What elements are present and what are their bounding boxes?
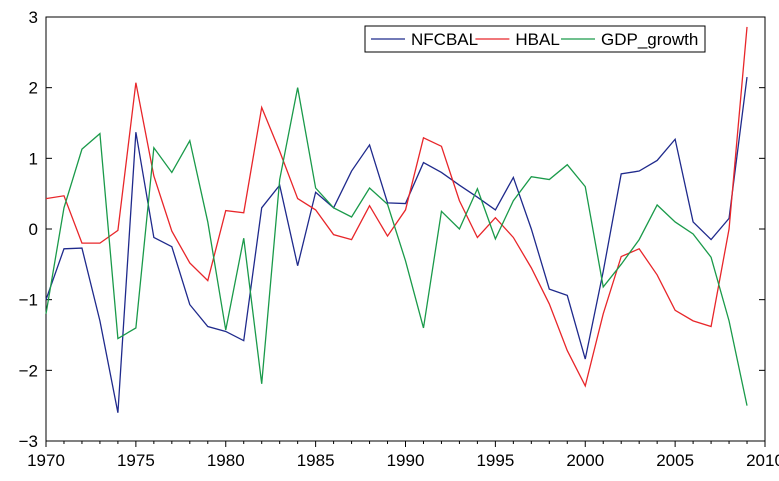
legend-label: GDP_growth [601, 30, 698, 49]
x-tick-label: 1985 [297, 451, 335, 470]
plot-frame [45, 16, 766, 442]
y-tick-label: 2 [29, 79, 38, 98]
y-tick-label: −3 [19, 432, 38, 451]
x-tick-label: 2010 [746, 451, 779, 470]
x-tick-label: 1990 [387, 451, 425, 470]
y-tick-label: −2 [19, 361, 38, 380]
y-tick-label: 0 [29, 220, 38, 239]
x-tick-label: 1975 [117, 451, 155, 470]
legend-label: HBAL [515, 30, 559, 49]
y-tick-label: 3 [29, 8, 38, 27]
legend-label: NFCBAL [411, 30, 478, 49]
x-tick-label: 1980 [207, 451, 245, 470]
y-tick-label: −1 [19, 291, 38, 310]
series-line [45, 76, 748, 413]
x-tick-label: 1995 [476, 451, 514, 470]
legend-box [364, 25, 706, 53]
series-line [45, 26, 748, 388]
series-line [45, 87, 748, 406]
y-tick-label: 1 [29, 149, 38, 168]
x-tick-label: 2000 [566, 451, 604, 470]
x-tick-label: 1970 [27, 451, 65, 470]
x-tick-label: 2005 [656, 451, 694, 470]
